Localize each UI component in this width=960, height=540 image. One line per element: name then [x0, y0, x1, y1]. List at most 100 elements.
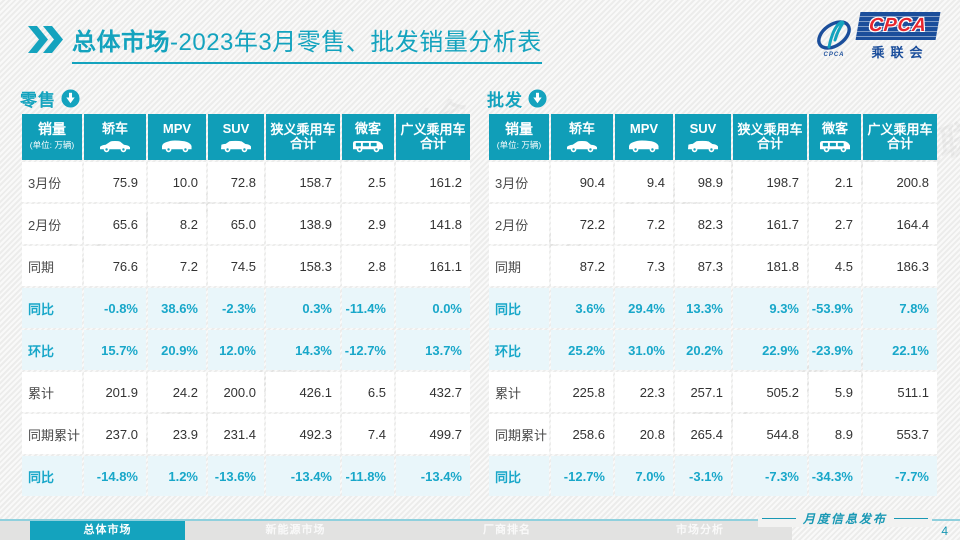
table-corner-header: 销量 (单位: 万辆) — [489, 114, 549, 160]
cell-value: 7.8% — [863, 288, 937, 328]
column-label-line2: 合计 — [289, 136, 316, 151]
cell-value: -11.8% — [342, 456, 394, 496]
row-label: 同比 — [489, 456, 549, 496]
footer-note-line-right — [894, 518, 928, 519]
table-row: 2月份 72.2 7.2 82.3 161.7 2.7 164.4 — [489, 204, 937, 244]
wholesale-section-header: 批发 — [487, 86, 939, 110]
cell-value: 231.4 — [208, 414, 264, 454]
row-label: 累计 — [22, 372, 82, 412]
column-label-line2: 合计 — [756, 136, 783, 151]
cell-value: 161.2 — [396, 162, 470, 202]
logo-wordmark: CPCA 乘联会 — [855, 12, 941, 61]
column-label: 微客 — [354, 120, 381, 136]
cell-value: -7.3% — [733, 456, 807, 496]
row-label: 3月份 — [22, 162, 82, 202]
cell-value: 2.1 — [809, 162, 861, 202]
cell-value: 22.1% — [863, 330, 937, 370]
column-header: 狭义乘用车 合计 — [266, 114, 340, 160]
table-row: 累计 225.8 22.3 257.1 505.2 5.9 511.1 — [489, 372, 937, 412]
footer-note-line-left — [761, 518, 796, 519]
column-label: 广义乘用车 — [867, 122, 933, 137]
table-row: 2月份 65.6 8.2 65.0 138.9 2.9 141.8 — [22, 204, 470, 244]
cell-value: 7.2 — [615, 204, 673, 244]
cell-value: 15.7% — [84, 330, 146, 370]
down-arrow-circle-icon — [61, 88, 80, 108]
cell-value: 257.1 — [675, 372, 731, 412]
table-row: 累计 201.9 24.2 200.0 426.1 6.5 432.7 — [22, 372, 470, 412]
retail-section: 零售 销量 (单位: 万辆) 轿车 MPV SUV 狭义乘用车 合计 微客 广义乘用车 合计 3月… — [20, 86, 472, 498]
column-label: 狭义乘用车 — [737, 122, 803, 137]
microvan-icon — [353, 140, 383, 152]
double-chevron-icon — [28, 26, 63, 53]
table-row: 同比 3.6% 29.4% 13.3% 9.3% -53.9% 7.8% — [489, 288, 937, 328]
row-label: 2月份 — [22, 204, 82, 244]
table-row: 3月份 90.4 9.4 98.9 198.7 2.1 200.8 — [489, 162, 937, 202]
cell-value: 20.2% — [675, 330, 731, 370]
column-label: 微客 — [821, 120, 848, 136]
column-header: 轿车 — [84, 114, 146, 160]
cell-value: 505.2 — [733, 372, 807, 412]
nav-tab-active[interactable]: 总体市场 — [30, 521, 185, 540]
cell-value: 74.5 — [208, 246, 264, 286]
retail-section-label: 零售 — [20, 90, 56, 110]
cell-value: 201.9 — [84, 372, 146, 412]
nav-tab-inactive[interactable]: 新能源市场 — [265, 524, 326, 536]
table-row: 环比 25.2% 31.0% 20.2% 22.9% -23.9% 22.1% — [489, 330, 937, 370]
cell-value: 6.5 — [342, 372, 394, 412]
row-label: 环比 — [22, 330, 82, 370]
nav-tab-inactive[interactable]: 厂商排名 — [483, 524, 531, 536]
cpca-logo: CPCA CPCA 乘联会 — [813, 12, 941, 61]
cell-value: 164.4 — [863, 204, 937, 244]
cell-value: 22.9% — [733, 330, 807, 370]
cell-value: 2.5 — [342, 162, 394, 202]
column-header: MPV — [148, 114, 206, 160]
cell-value: -12.7% — [342, 330, 394, 370]
table-row: 同比 -12.7% 7.0% -3.1% -7.3% -34.3% -7.7% — [489, 456, 937, 496]
cell-value: -3.1% — [675, 456, 731, 496]
cell-value: -0.8% — [84, 288, 146, 328]
cell-value: 492.3 — [266, 414, 340, 454]
cell-value: 87.2 — [551, 246, 613, 286]
row-label: 3月份 — [489, 162, 549, 202]
cell-value: -13.6% — [208, 456, 264, 496]
cell-value: 511.1 — [863, 372, 937, 412]
table-row: 同期累计 258.6 20.8 265.4 544.8 8.9 553.7 — [489, 414, 937, 454]
cell-value: 72.2 — [551, 204, 613, 244]
column-label: 轿车 — [101, 120, 128, 136]
cell-value: 2.8 — [342, 246, 394, 286]
logo-swoosh: CPCA — [813, 16, 855, 58]
column-header: SUV — [675, 114, 731, 160]
cell-value: 75.9 — [84, 162, 146, 202]
cell-value: 265.4 — [675, 414, 731, 454]
suv-icon — [221, 140, 251, 152]
column-label: 广义乘用车 — [400, 122, 466, 137]
cell-value: -53.9% — [809, 288, 861, 328]
cell-value: -12.7% — [551, 456, 613, 496]
nav-tab-inactive[interactable]: 市场分析 — [676, 524, 724, 536]
cell-value: 198.7 — [733, 162, 807, 202]
retail-table: 销量 (单位: 万辆) 轿车 MPV SUV 狭义乘用车 合计 微客 广义乘用车 合计 3月份 75… — [20, 112, 472, 498]
table-row: 环比 15.7% 20.9% 12.0% 14.3% -12.7% 13.7% — [22, 330, 470, 370]
retail-section-header: 零售 — [20, 86, 472, 110]
table-row: 同比 -14.8% 1.2% -13.6% -13.4% -11.8% -13.4% — [22, 456, 470, 496]
table-row: 同期 76.6 7.2 74.5 158.3 2.8 161.1 — [22, 246, 470, 286]
wholesale-section: 批发 销量 (单位: 万辆) 轿车 MPV SUV 狭义乘用车 合计 微客 广义乘用车 合计 3月… — [487, 86, 939, 498]
column-label: SUV — [689, 120, 717, 136]
column-header: 微客 — [342, 114, 394, 160]
page-header: 总体市场-2023年3月零售、批发销量分析表 — [28, 22, 542, 64]
cell-value: 2.7 — [809, 204, 861, 244]
cell-value: 31.0% — [615, 330, 673, 370]
page-title-prefix: 总体市场 — [72, 29, 170, 56]
mpv-icon — [162, 140, 192, 152]
cell-value: 544.8 — [733, 414, 807, 454]
cell-value: 20.8 — [615, 414, 673, 454]
cell-value: 158.7 — [266, 162, 340, 202]
cell-value: -34.3% — [809, 456, 861, 496]
column-label: MPV — [162, 120, 192, 136]
cell-value: 13.3% — [675, 288, 731, 328]
table-row: 同期累计 237.0 23.9 231.4 492.3 7.4 499.7 — [22, 414, 470, 454]
cell-value: 553.7 — [863, 414, 937, 454]
page-title: 总体市场-2023年3月零售、批发销量分析表 — [72, 22, 542, 64]
column-header: 广义乘用车 合计 — [396, 114, 470, 160]
page-number: 4 — [941, 524, 948, 538]
